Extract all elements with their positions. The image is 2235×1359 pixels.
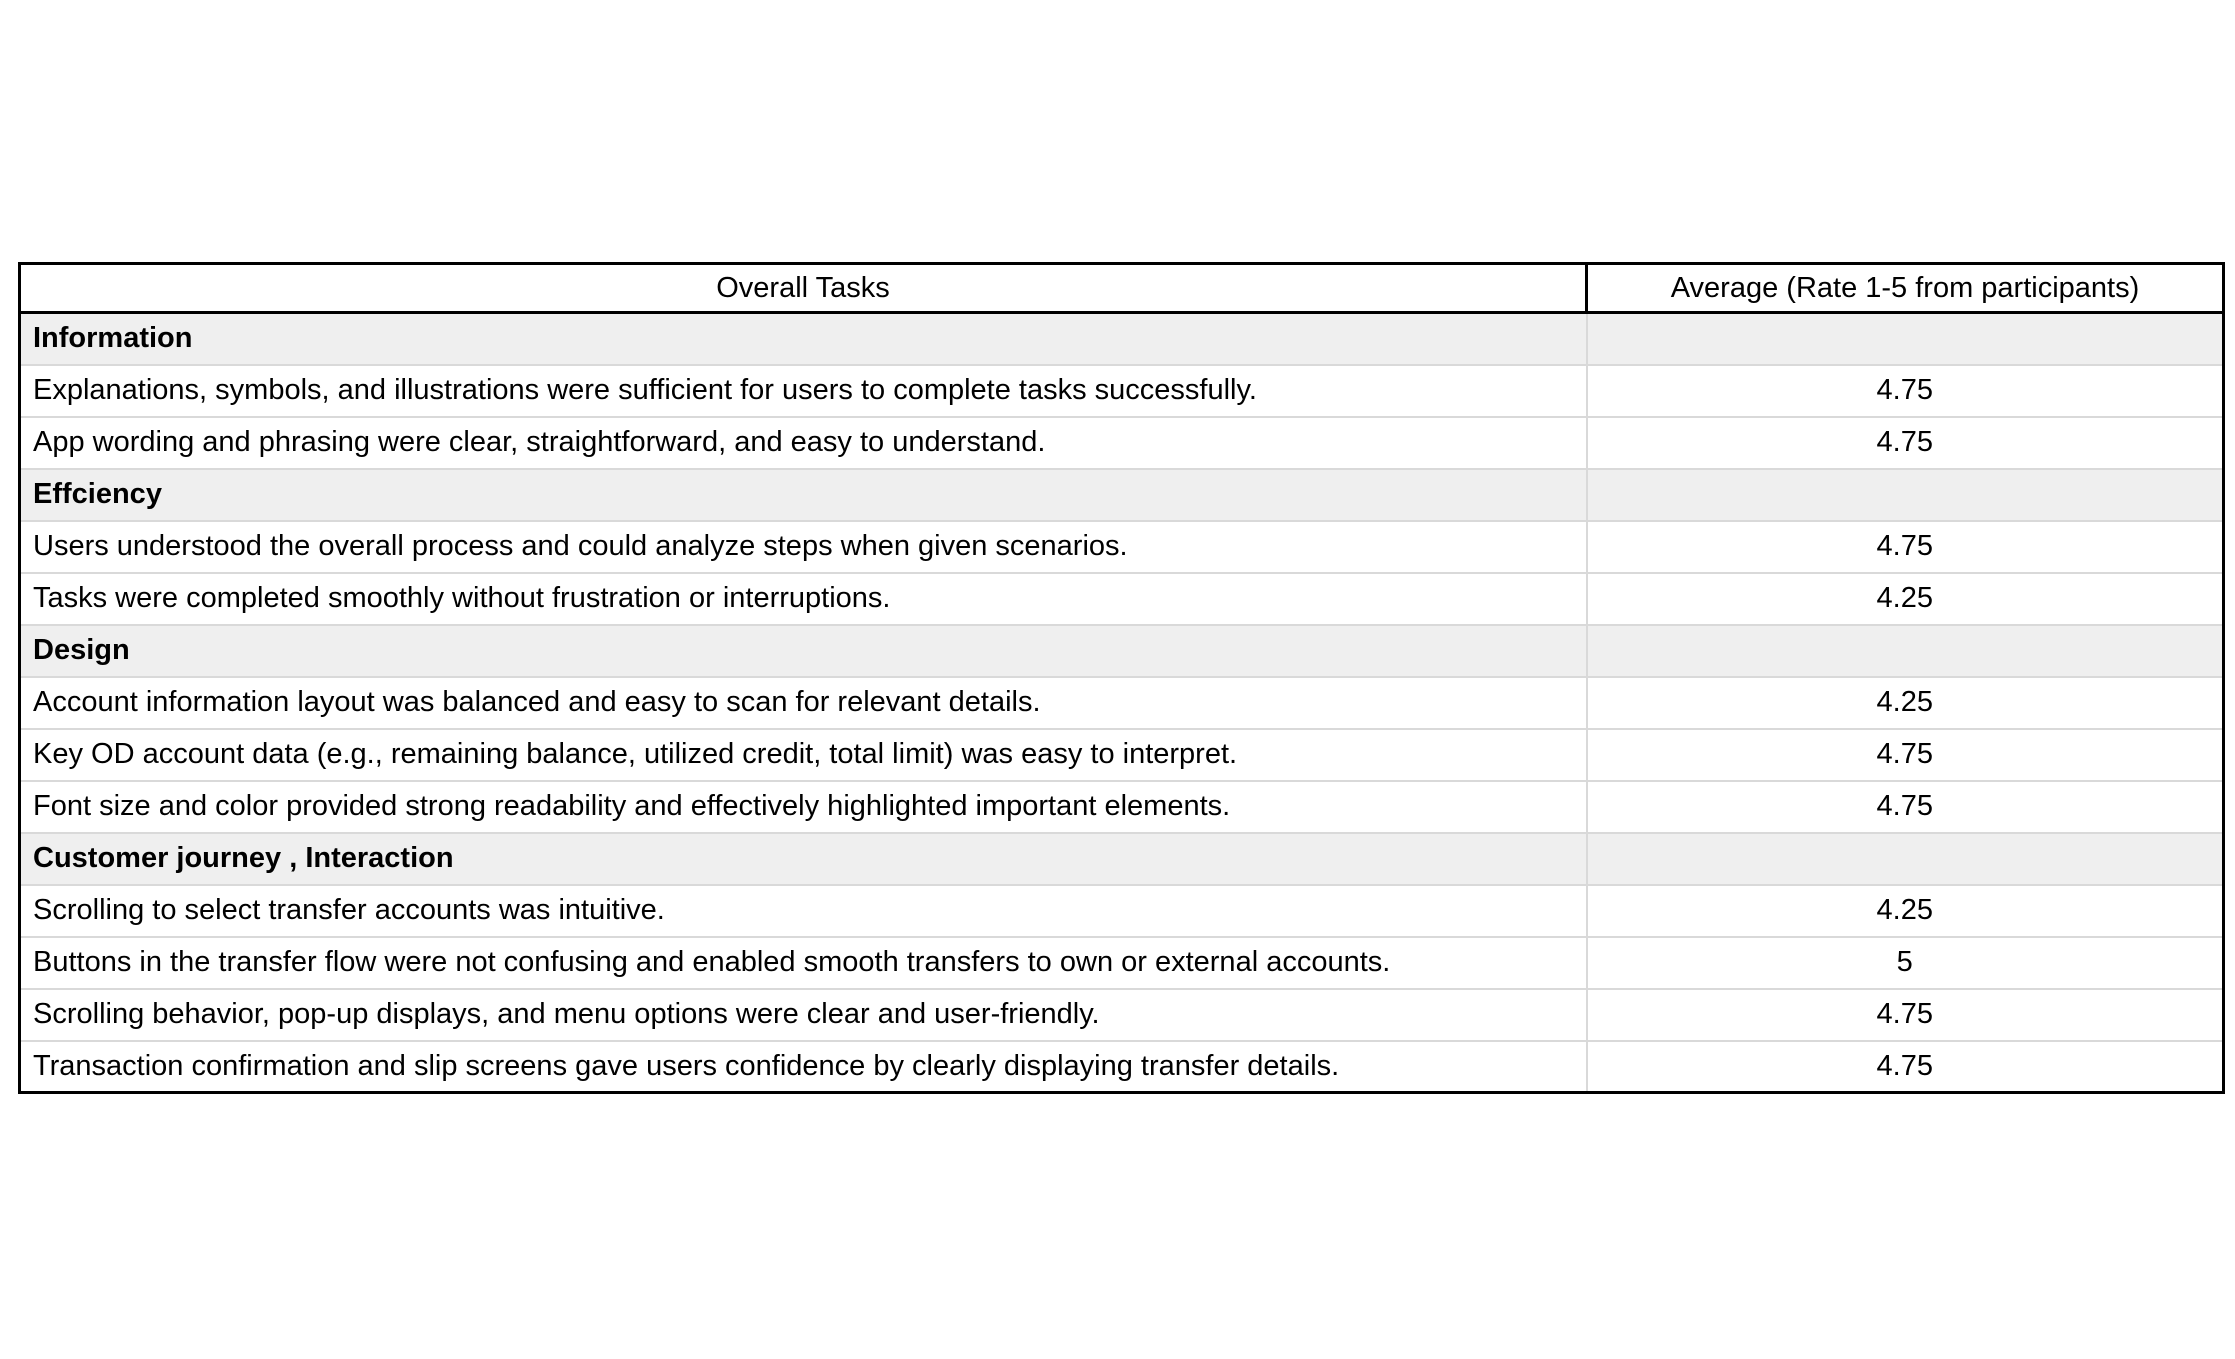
section-row: Information — [19, 311, 2224, 365]
rating-cell: 4.75 — [1586, 415, 2224, 469]
rating-cell: 4.25 — [1586, 571, 2224, 625]
table-row: App wording and phrasing were clear, str… — [19, 415, 2224, 469]
rating-cell: 4.75 — [1586, 779, 2224, 833]
task-cell: Account information layout was balanced … — [19, 675, 1588, 729]
table-row: Scrolling behavior, pop-up displays, and… — [19, 987, 2224, 1041]
task-cell: Users understood the overall process and… — [19, 519, 1588, 573]
section-empty-cell — [1586, 623, 2224, 677]
table-row: Explanations, symbols, and illustrations… — [19, 363, 2224, 417]
task-cell: Transaction confirmation and slip screen… — [19, 1039, 1588, 1093]
rating-cell: 4.25 — [1586, 675, 2224, 729]
section-empty-cell — [1586, 467, 2224, 521]
section-row: Design — [19, 623, 2224, 677]
header-row: Overall Tasks Average (Rate 1-5 from par… — [19, 263, 2224, 314]
rating-cell: 4.75 — [1586, 987, 2224, 1041]
task-cell: Scrolling to select transfer accounts wa… — [19, 883, 1588, 937]
table-row: Scrolling to select transfer accounts wa… — [19, 883, 2224, 937]
section-row: Effciency — [19, 467, 2224, 521]
column-header-average-rating: Average (Rate 1-5 from participants) — [1586, 263, 2224, 314]
section-empty-cell — [1586, 831, 2224, 885]
rating-cell: 4.75 — [1586, 363, 2224, 417]
section-empty-cell — [1586, 311, 2224, 365]
table-row: Key OD account data (e.g., remaining bal… — [19, 727, 2224, 781]
section-row: Customer journey , Interaction — [19, 831, 2224, 885]
section-label: Effciency — [19, 467, 1588, 521]
usability-results-table: Overall Tasks Average (Rate 1-5 from par… — [18, 262, 2225, 1094]
task-cell: Scrolling behavior, pop-up displays, and… — [19, 987, 1588, 1041]
table-row: Buttons in the transfer flow were not co… — [19, 935, 2224, 989]
section-label: Design — [19, 623, 1588, 677]
table-row: Users understood the overall process and… — [19, 519, 2224, 573]
table-row: Font size and color provided strong read… — [19, 779, 2224, 833]
table-row: Transaction confirmation and slip screen… — [19, 1039, 2224, 1093]
rating-cell: 4.75 — [1586, 1039, 2224, 1093]
task-cell: Key OD account data (e.g., remaining bal… — [19, 727, 1588, 781]
table-header: Overall Tasks Average (Rate 1-5 from par… — [19, 263, 2224, 314]
table-body: Information Explanations, symbols, and il… — [19, 311, 2224, 1093]
task-cell: Explanations, symbols, and illustrations… — [19, 363, 1588, 417]
task-cell: Font size and color provided strong read… — [19, 779, 1588, 833]
rating-cell: 4.75 — [1586, 519, 2224, 573]
table-row: Account information layout was balanced … — [19, 675, 2224, 729]
task-cell: App wording and phrasing were clear, str… — [19, 415, 1588, 469]
column-header-overall-tasks: Overall Tasks — [19, 263, 1588, 314]
section-label: Customer journey , Interaction — [19, 831, 1588, 885]
task-cell: Tasks were completed smoothly without fr… — [19, 571, 1588, 625]
rating-cell: 4.25 — [1586, 883, 2224, 937]
rating-cell: 4.75 — [1586, 727, 2224, 781]
rating-cell: 5 — [1586, 935, 2224, 989]
section-label: Information — [19, 311, 1588, 365]
table-row: Tasks were completed smoothly without fr… — [19, 571, 2224, 625]
task-cell: Buttons in the transfer flow were not co… — [19, 935, 1588, 989]
